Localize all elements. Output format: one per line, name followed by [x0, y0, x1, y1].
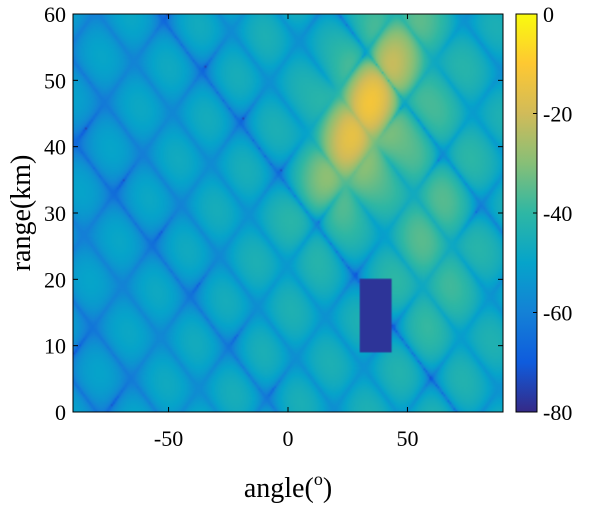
x-axis-ticks: -50 0 50	[154, 14, 418, 451]
colorbar-tick-label: -60	[543, 301, 572, 326]
y-tick-label: 60	[44, 2, 66, 27]
y-tick-label: 40	[44, 135, 66, 160]
y-tick-label: 10	[44, 334, 66, 359]
y-tick-label: 30	[44, 201, 66, 226]
x-axis-label: angle(o)	[244, 469, 332, 504]
x-axis-label-main: angle(	[244, 473, 314, 504]
y-axis-label: range(km)	[6, 155, 37, 272]
y-tick-label: 0	[55, 400, 66, 425]
x-tick-label: 0	[283, 426, 294, 451]
x-tick-label: 50	[396, 426, 418, 451]
y-tick-label: 50	[44, 68, 66, 93]
x-tick-label: -50	[154, 426, 183, 451]
colorbar-tick-label: 0	[543, 2, 554, 27]
y-tick-label: 20	[44, 267, 66, 292]
y-axis-ticks: 0 10 20 30 40 50 60	[44, 2, 503, 425]
heatmap-area	[73, 14, 503, 412]
x-axis-label-sup: o	[314, 469, 323, 489]
heatmap-image	[73, 14, 503, 412]
colorbar-tick-label: -20	[543, 102, 572, 127]
colorbar-tick-label: -40	[543, 201, 572, 226]
colorbar-tick-label: -80	[543, 400, 572, 425]
x-axis-label-close: )	[323, 473, 332, 504]
colorbar-ticks: 0 -20 -40 -60 -80	[533, 2, 572, 425]
